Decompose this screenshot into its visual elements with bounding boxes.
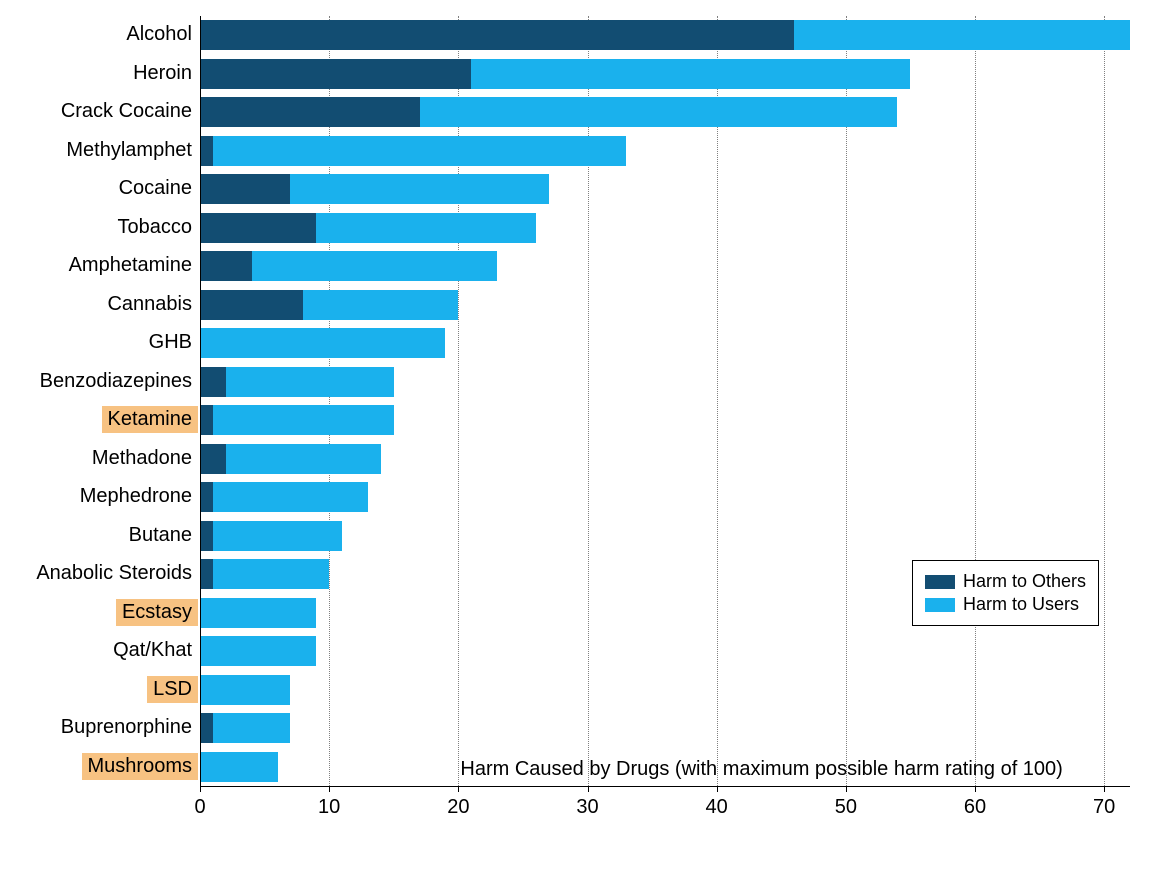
gridline xyxy=(1104,16,1105,786)
bar-segment-harm-to-users xyxy=(213,559,329,589)
y-label: Butane xyxy=(123,522,198,549)
bar-segment-harm-to-users xyxy=(213,521,342,551)
bar-segment-harm-to-users xyxy=(213,482,368,512)
y-label: Ketamine xyxy=(102,406,199,433)
x-tick-label: 10 xyxy=(318,796,340,819)
bar-segment-harm-to-users xyxy=(213,136,626,166)
legend-label: Harm to Others xyxy=(963,571,1086,592)
x-tick-label: 50 xyxy=(835,796,857,819)
y-label: Heroin xyxy=(127,60,198,87)
x-tick-label: 60 xyxy=(964,796,986,819)
bar-segment-harm-to-users xyxy=(200,328,445,358)
y-label: Crack Cocaine xyxy=(55,98,198,125)
bar-segment-harm-to-others xyxy=(200,59,471,89)
y-label: Buprenorphine xyxy=(55,714,198,741)
gridline xyxy=(458,16,459,786)
bar-segment-harm-to-others xyxy=(200,482,213,512)
bar-segment-harm-to-others xyxy=(200,444,226,474)
x-axis xyxy=(200,786,1130,787)
gridline xyxy=(329,16,330,786)
x-tick-label: 20 xyxy=(447,796,469,819)
bar-segment-harm-to-others xyxy=(200,136,213,166)
y-label: Tobacco xyxy=(112,214,199,241)
x-tick-label: 30 xyxy=(576,796,598,819)
bar-segment-harm-to-others xyxy=(200,290,303,320)
drug-harm-chart: 0 10 20 30 40 50 60 70 Alcohol Heroin Crack Cocain… xyxy=(0,0,1149,872)
y-label: Mushrooms xyxy=(82,753,198,780)
bar-segment-harm-to-others xyxy=(200,20,794,50)
plot-area xyxy=(200,16,1130,786)
y-label: Ecstasy xyxy=(116,599,198,626)
gridline xyxy=(717,16,718,786)
y-label: LSD xyxy=(147,676,198,703)
legend-label: Harm to Users xyxy=(963,594,1079,615)
bar-segment-harm-to-users xyxy=(252,251,497,281)
y-label: Methylamphet xyxy=(60,137,198,164)
y-label: Amphetamine xyxy=(63,252,198,279)
bar-segment-harm-to-users xyxy=(420,97,898,127)
y-label: Anabolic Steroids xyxy=(30,560,198,587)
y-label: Cannabis xyxy=(101,291,198,318)
bar-segment-harm-to-others xyxy=(200,559,213,589)
gridline xyxy=(975,16,976,786)
y-label: Alcohol xyxy=(120,21,198,48)
bar-segment-harm-to-users xyxy=(794,20,1130,50)
bar-segment-harm-to-users xyxy=(316,213,536,243)
bar-segment-harm-to-users xyxy=(200,636,316,666)
bar-segment-harm-to-others xyxy=(200,713,213,743)
bar-segment-harm-to-users xyxy=(213,713,291,743)
bar-segment-harm-to-users xyxy=(200,598,316,628)
legend-swatch xyxy=(925,575,955,589)
x-tick-label: 0 xyxy=(194,796,205,819)
gridline xyxy=(846,16,847,786)
bar-segment-harm-to-users xyxy=(200,752,278,782)
bar-segment-harm-to-others xyxy=(200,97,420,127)
y-label: Methadone xyxy=(86,445,198,472)
bar-segment-harm-to-users xyxy=(471,59,910,89)
bar-segment-harm-to-users xyxy=(226,444,381,474)
bar-segment-harm-to-others xyxy=(200,367,226,397)
gridline xyxy=(588,16,589,786)
y-label: Benzodiazepines xyxy=(34,368,198,395)
legend: Harm to OthersHarm to Users xyxy=(912,560,1099,626)
y-axis xyxy=(200,16,201,786)
bar-segment-harm-to-users xyxy=(200,675,290,705)
y-label: Cocaine xyxy=(113,175,198,202)
bar-segment-harm-to-users xyxy=(303,290,458,320)
bar-segment-harm-to-users xyxy=(290,174,548,204)
bar-segment-harm-to-others xyxy=(200,213,316,243)
bar-segment-harm-to-others xyxy=(200,251,252,281)
x-tick-label: 40 xyxy=(706,796,728,819)
bar-segment-harm-to-users xyxy=(226,367,394,397)
bar-segment-harm-to-users xyxy=(213,405,394,435)
bar-segment-harm-to-others xyxy=(200,405,213,435)
legend-swatch xyxy=(925,598,955,612)
x-axis-title: Harm Caused by Drugs (with maximum possi… xyxy=(460,758,1062,781)
bar-segment-harm-to-others xyxy=(200,521,213,551)
y-label: Mephedrone xyxy=(74,483,198,510)
y-label: GHB xyxy=(143,329,198,356)
y-label: Qat/Khat xyxy=(107,637,198,664)
legend-item: Harm to Others xyxy=(925,571,1086,592)
legend-item: Harm to Users xyxy=(925,594,1086,615)
bar-segment-harm-to-others xyxy=(200,174,290,204)
x-tick-label: 70 xyxy=(1093,796,1115,819)
